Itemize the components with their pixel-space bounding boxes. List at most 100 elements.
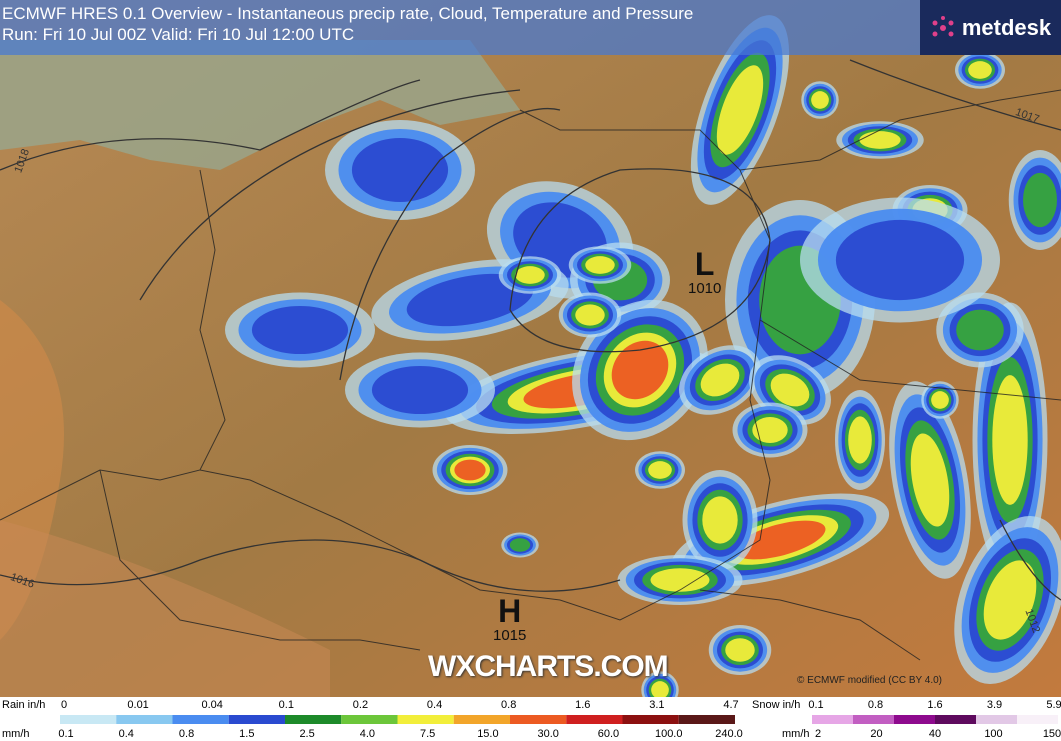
legend-swatch: [453, 715, 510, 724]
legend-mm-tick: 20: [870, 728, 882, 740]
legend-mm-tick: 40: [929, 728, 941, 740]
border: [199, 109, 771, 621]
legend-in-tick: 0: [61, 699, 67, 711]
legend-mm-tick: 30.0: [537, 728, 558, 740]
isobar: [339, 107, 561, 381]
logo-text: metdesk: [961, 14, 1052, 40]
legend-in-tick: 4.7: [723, 699, 738, 711]
legend-swatch: [894, 715, 935, 724]
credit: © ECMWF modified (CC BY 4.0): [797, 675, 942, 686]
legend-swatch: [285, 715, 342, 724]
legend-mm-tick: 1.5: [239, 728, 254, 740]
legend-swatch: [935, 715, 976, 724]
legend-in-tick: 0.8: [501, 699, 516, 711]
warm-region: [0, 520, 330, 697]
precip-area: [371, 365, 469, 415]
isobar: [139, 89, 521, 301]
legend-mm-tick: 0.1: [58, 728, 73, 740]
precip-area: [651, 681, 669, 697]
legend-mm-tick: 150: [1043, 728, 1061, 740]
precip-area: [509, 538, 531, 552]
legend-swatch: [566, 715, 623, 724]
legend-in-tick: 0.04: [202, 699, 223, 711]
legend-mm-tick: 4.0: [360, 728, 375, 740]
border: [739, 89, 1061, 171]
legend-mm-tick: 240.0: [715, 728, 743, 740]
precip-area: [734, 520, 826, 560]
legend-swatch: [976, 715, 1017, 724]
legend-swatch: [812, 715, 853, 724]
pressure-symbol: L: [694, 246, 715, 282]
borders: [0, 89, 1061, 661]
legend: Rain in/h mm/h 0 0.01 0.04 0.1 0.2 0.4 0.8 1.6 3.1…: [0, 697, 1061, 741]
precip-area: [351, 137, 449, 203]
precip-area: [992, 375, 1028, 505]
legend-unit: mm/h: [782, 728, 810, 740]
legend-graphic: Rain in/h mm/h 0 0.01 0.04 0.1 0.2 0.4 0.8 1.6 3.1…: [2, 699, 1061, 740]
precip-area: [515, 266, 545, 284]
precip-area: [454, 459, 486, 481]
high-pressure: H 1015: [493, 595, 526, 644]
legend-title: Snow in/h: [752, 699, 800, 711]
logo[interactable]: metdesk: [920, 0, 1061, 55]
precip-area: [700, 363, 740, 397]
legend-swatch: [172, 715, 229, 724]
precip-area: [752, 417, 788, 443]
legend-swatch: [341, 715, 398, 724]
precip-area: [611, 340, 669, 400]
precip-area: [585, 256, 615, 274]
precip-area: [968, 61, 992, 79]
low-pressure: L 1010: [688, 248, 721, 297]
legend-in-tick: 1.6: [575, 699, 590, 711]
precip-area: [575, 304, 605, 326]
legend-in-tick: 3.9: [987, 699, 1002, 711]
precip-areas: [225, 15, 1061, 697]
legend-mm-tick: 7.5: [420, 728, 435, 740]
precip-area: [931, 391, 949, 409]
legend-in-tick: 1.6: [927, 699, 942, 711]
legend-swatch: [1017, 715, 1058, 724]
legend-mm-tick: 2: [815, 728, 821, 740]
precip-area: [725, 638, 755, 662]
baltic-sea: [0, 40, 520, 170]
legend-in-tick: 3.1: [649, 699, 664, 711]
legend-title: Rain in/h: [2, 699, 45, 711]
precip-area: [835, 219, 965, 301]
legend-swatch: [622, 715, 679, 724]
pressure-value: 1015: [493, 627, 527, 644]
header: ECMWF HRES 0.1 Overview - Instantaneous …: [0, 0, 920, 55]
header-run: Run: Fri 10 Jul 00Z Valid: Fri 10 Jul 12…: [2, 25, 355, 44]
precip-area: [702, 496, 738, 544]
precip-area: [983, 560, 1037, 640]
legend-swatch: [60, 715, 117, 724]
border: [99, 469, 421, 651]
legend-in-tick: 0.1: [279, 699, 294, 711]
legend-mm-tick: 100.0: [655, 728, 683, 740]
precip-area: [406, 273, 534, 327]
legend-swatch: [116, 715, 173, 724]
legend-in-tick: 0.8: [868, 699, 883, 711]
watermark: WXCHARTS.COM: [428, 650, 669, 683]
legend-swatch: [397, 715, 454, 724]
precip-area: [811, 91, 829, 109]
border: [699, 589, 921, 661]
isobar: [0, 79, 421, 171]
precip-area: [956, 309, 1004, 351]
legend-mm-tick: 0.8: [179, 728, 194, 740]
legend-mm-tick: 2.5: [299, 728, 314, 740]
legend-unit: mm/h: [2, 728, 30, 740]
legend-swatch: [510, 715, 567, 724]
border: [759, 319, 1061, 401]
logo-icon: [932, 15, 954, 36]
legend-mm-tick: 0.4: [119, 728, 134, 740]
precip-area: [716, 65, 764, 155]
map: [0, 0, 1061, 697]
legend-mm-tick: 100: [984, 728, 1002, 740]
legend-mm-tick: 15.0: [477, 728, 498, 740]
precip-area: [910, 433, 950, 527]
isobar: [999, 519, 1061, 601]
precip-area: [251, 305, 349, 355]
legend-in-tick: 0.2: [353, 699, 368, 711]
isobar: [0, 539, 621, 592]
